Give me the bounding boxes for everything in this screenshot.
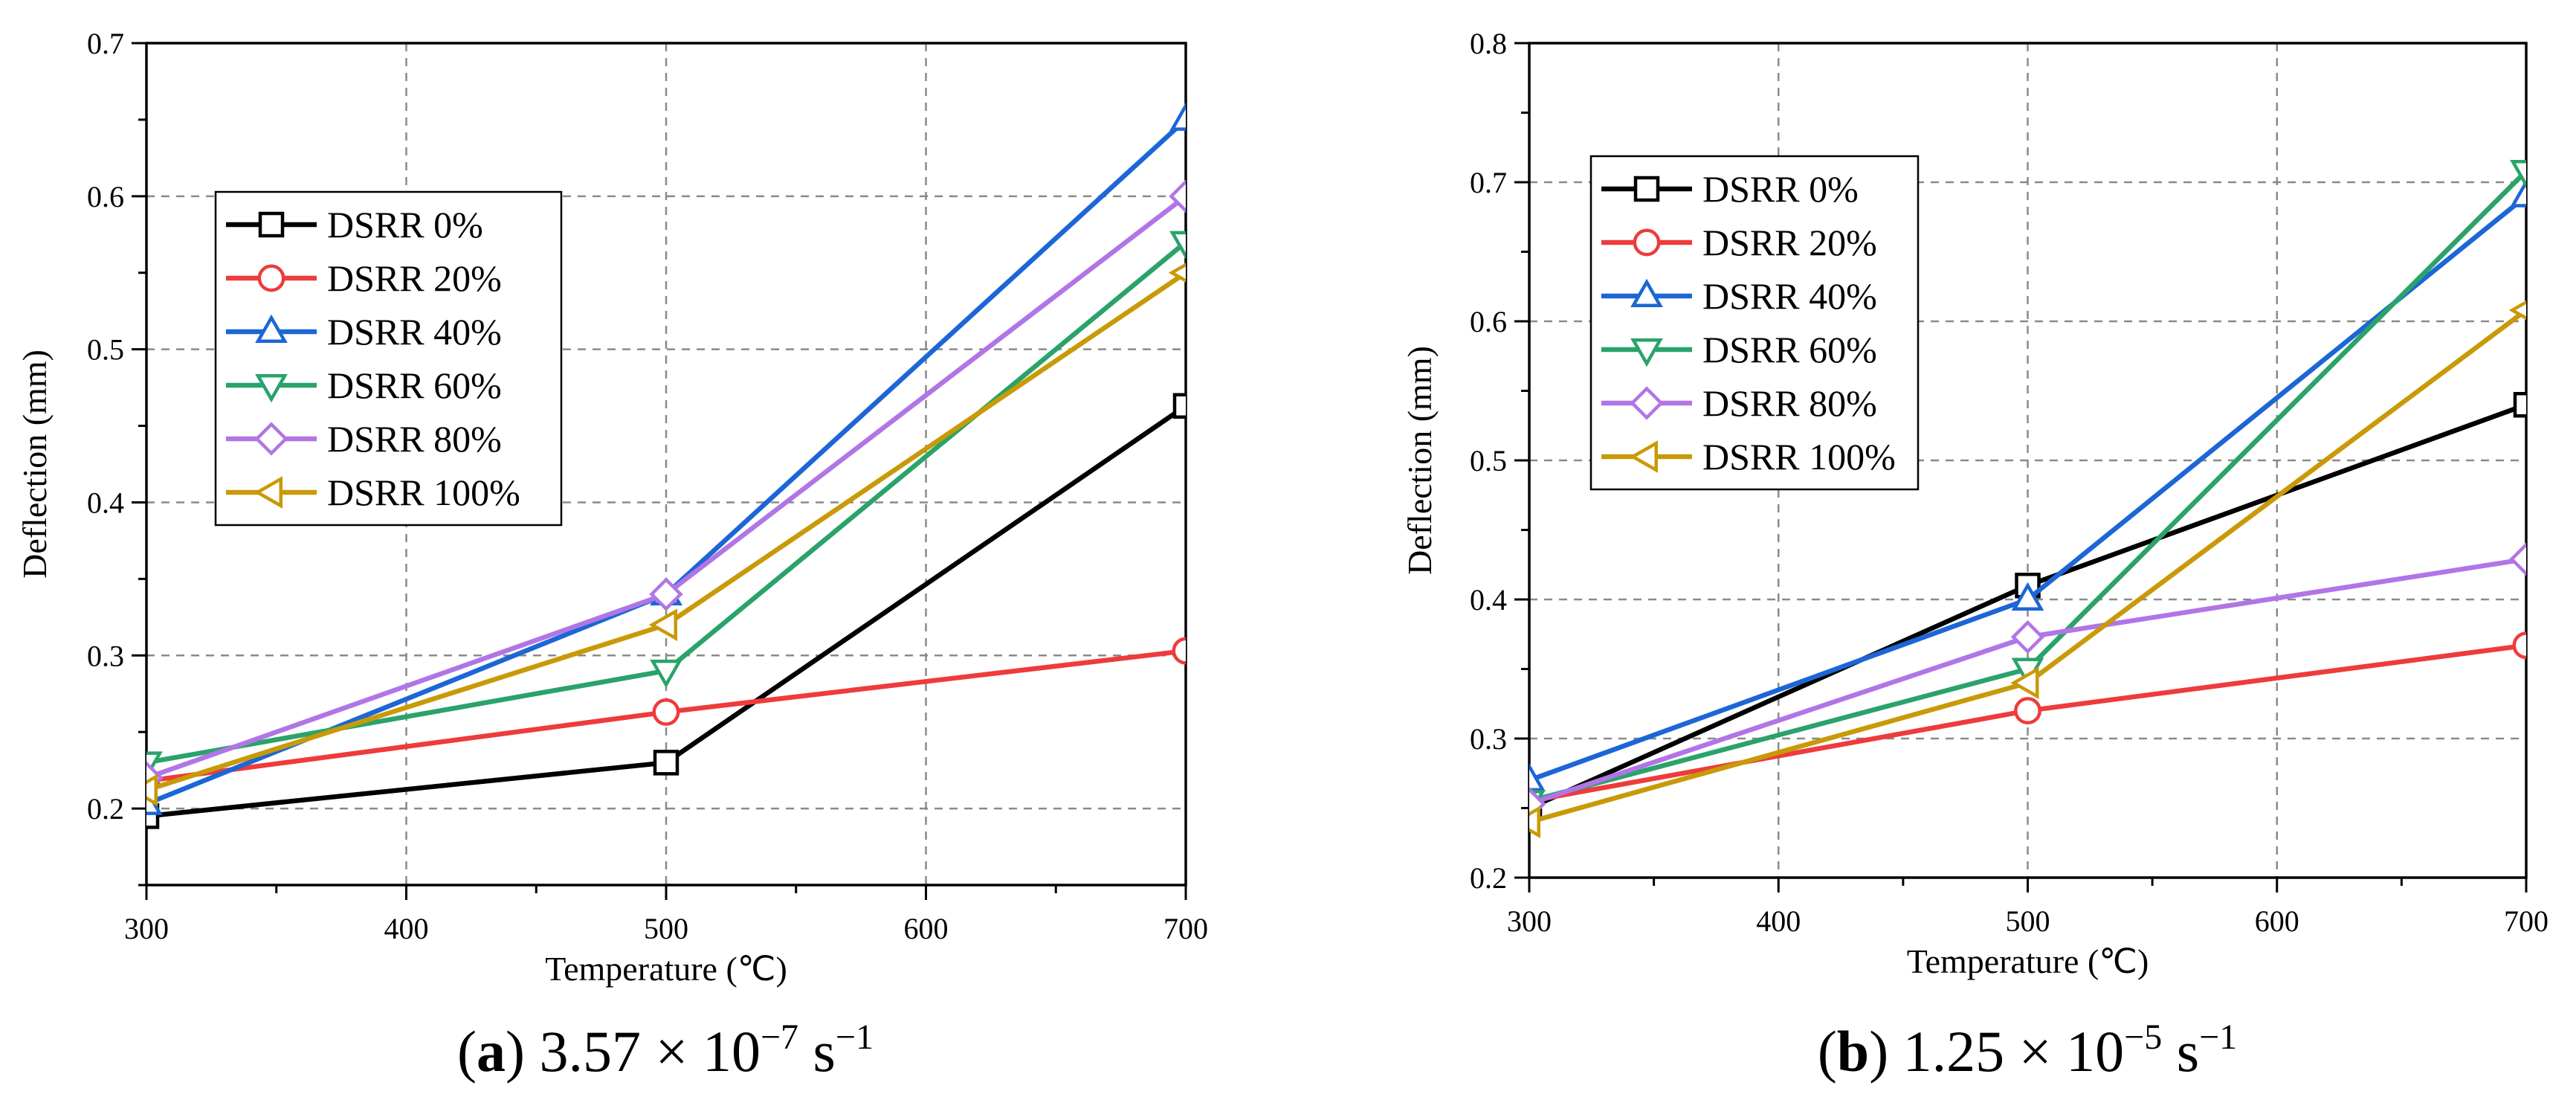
panel-a-point-dsrr-20 [1172, 637, 1186, 665]
panel-a-point-dsrr-100 [1168, 263, 1186, 283]
panel-b-point-dsrr-80 [2509, 542, 2526, 576]
panel-b-point-dsrr-100 [2508, 300, 2526, 321]
panel-b-point-dsrr-100 [1529, 805, 1540, 839]
panel-a-y-tick-label: 0.4 [87, 486, 124, 519]
panel-a-chart: 300 400 500 600 700 0.2 0.3 0.4 0.5 0.6 0.7 Tempera… [16, 27, 1208, 1084]
panel-b-legend-marker-dsrr-60 [1630, 338, 1663, 367]
panel-b-y-tick-label: 0.8 [1470, 27, 1507, 60]
panel-a-x-tick-label: 600 [904, 912, 949, 945]
panel-b-legend-label-dsrr-80: DSRR 80% [1702, 382, 1877, 424]
panel-b-legend-marker-dsrr-0 [1633, 176, 1660, 202]
panel-b-x-tick-label: 300 [1507, 904, 1552, 938]
panel-a-x-tick-label: 500 [644, 912, 688, 945]
panel-a-y-axis-label: Deflection (mm) [16, 350, 54, 579]
panel-a-x-axis-label: Temperature (℃) [545, 950, 787, 988]
panel-a-point-dsrr-20 [652, 698, 680, 726]
panel-a-legend-box [214, 190, 563, 527]
panel-b-point-dsrr-80 [2010, 620, 2045, 654]
panel-b-point-dsrr-40 [2510, 178, 2526, 208]
panel-a-y-tick-label: 0.7 [87, 27, 124, 60]
panel-b-legend-label-dsrr-100: DSRR 100% [1702, 436, 1896, 477]
panel-a-legend-marker-dsrr-20 [257, 264, 285, 292]
panel-a-point-dsrr-80 [1169, 179, 1186, 213]
panel-a-point-dsrr-80 [649, 577, 683, 611]
panel-a-point-dsrr-100 [648, 608, 677, 641]
panel-b-y-tick-label: 0.2 [1470, 861, 1507, 895]
panel-b-point-dsrr-20 [2512, 631, 2526, 660]
panel-b-legend-box [1589, 155, 1920, 491]
panel-b-legend-marker-dsrr-20 [1633, 228, 1661, 257]
panel-b-point-dsrr-40 [1529, 762, 1546, 792]
panel-a-legend-marker-dsrr-0 [258, 211, 285, 238]
panel-a-x-tick-label: 700 [1163, 912, 1208, 945]
panel-a-legend-label-dsrr-0: DSRR 0% [327, 204, 483, 245]
panel-b-point-dsrr-0 [2513, 391, 2526, 418]
panel-a-legend-label-dsrr-20: DSRR 20% [327, 257, 502, 299]
panel-a-legend-marker-dsrr-60 [255, 374, 288, 403]
panel-b-y-tick-label: 0.5 [1470, 444, 1507, 477]
panel-a-y-tick-label: 0.2 [87, 792, 124, 826]
panel-a-point-dsrr-0 [1172, 393, 1186, 419]
panel-a-y-tick-label: 0.5 [87, 333, 124, 367]
panel-b-legend-label-dsrr-40: DSRR 40% [1702, 275, 1877, 317]
panel-b-caption: (b) 1.25 × 10−5 s−1 [1818, 1017, 2237, 1084]
panel-a-legend-label-dsrr-80: DSRR 80% [327, 418, 502, 460]
panel-b-series-group [1529, 160, 2526, 839]
panel-a-point-dsrr-0 [653, 750, 679, 776]
panel-b-legend-label-dsrr-60: DSRR 60% [1702, 329, 1877, 370]
panel-b-legend-label-dsrr-0: DSRR 0% [1702, 168, 1859, 210]
panel-b-point-dsrr-60 [2510, 160, 2526, 189]
panel-a-caption: (a) 3.57 × 10−7 s−1 [457, 1017, 874, 1084]
panel-b-y-tick-label: 0.4 [1470, 583, 1507, 617]
panel-b-x-axis-label: Temperature (℃) [1907, 942, 2149, 980]
panel-b-x-tick-label: 700 [2504, 904, 2548, 938]
panel-a-legend-label-dsrr-60: DSRR 60% [327, 364, 502, 406]
panel-a-legend-marker-dsrr-40 [255, 314, 288, 343]
panel-b-legend-marker-dsrr-100 [1629, 440, 1658, 473]
panel-a-point-dsrr-60 [146, 751, 163, 780]
panel-b-y-tick-label: 0.6 [1470, 305, 1507, 338]
panel-a-y-tick-label: 0.6 [87, 180, 124, 213]
panel-a-point-dsrr-40 [1169, 102, 1186, 131]
panel-b-y-axis-label: Deflection (mm) [1401, 346, 1439, 575]
panel-a-point-dsrr-60 [650, 659, 682, 689]
panel-a-point-dsrr-100 [146, 773, 158, 807]
panel-a-x-tick-label: 400 [384, 912, 429, 945]
panel-a-legend-marker-dsrr-80 [254, 422, 288, 456]
panel-b-legend-marker-dsrr-40 [1630, 278, 1663, 307]
panel-b-legend-label-dsrr-20: DSRR 20% [1702, 222, 1877, 263]
panel-a-x-tick-label: 300 [124, 912, 169, 945]
panel-b-point-dsrr-40 [2011, 582, 2044, 611]
panel-b-x-tick-label: 600 [2255, 904, 2299, 938]
panel-b-chart: 300 400 500 600 700 0.2 0.3 0.4 0.5 0.6 0.7 0.8 Temp… [1401, 27, 2548, 1084]
panel-a-legend-label-dsrr-40: DSRR 40% [327, 311, 502, 353]
panel-a-legend-marker-dsrr-100 [254, 476, 283, 509]
panel-a-point-dsrr-60 [1169, 231, 1186, 260]
panel-b-y-tick-label: 0.3 [1470, 722, 1507, 756]
panel-b-legend-marker-dsrr-80 [1630, 386, 1664, 420]
panel-b-point-dsrr-20 [2014, 697, 2041, 725]
panel-a-series-group [146, 102, 1186, 829]
panel-b-x-tick-label: 400 [1756, 904, 1801, 938]
panel-b-point-dsrr-100 [2010, 666, 2039, 700]
panel-b-x-tick-label: 500 [2006, 904, 2050, 938]
panel-a-legend-label-dsrr-100: DSRR 100% [327, 472, 520, 513]
panel-b-y-tick-label: 0.7 [1470, 166, 1507, 199]
panel-a-y-tick-label: 0.3 [87, 639, 124, 672]
